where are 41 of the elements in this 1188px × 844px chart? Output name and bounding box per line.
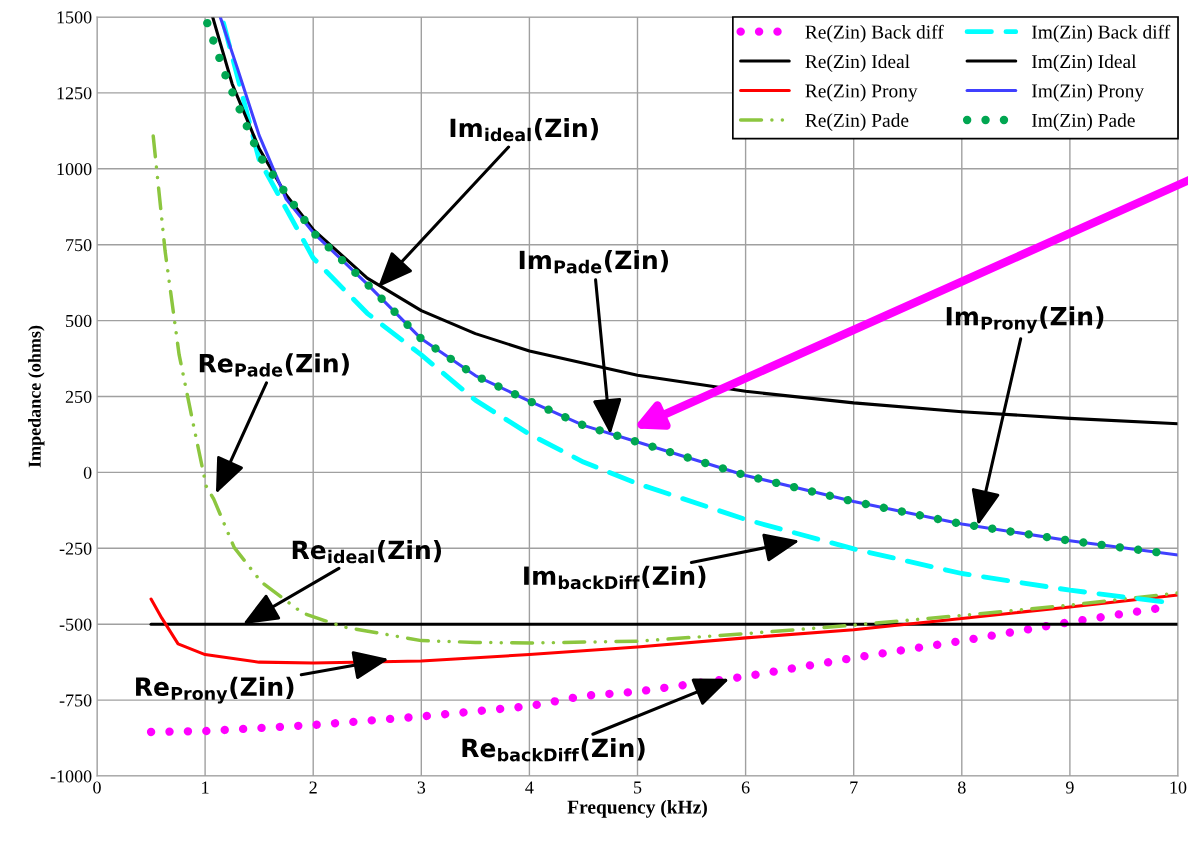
x-tick-label: 3 xyxy=(417,781,426,794)
legend-label: Re(Zin) Ideal xyxy=(805,54,910,73)
x-tick-label: 8 xyxy=(957,781,966,794)
y-axis-title: Impedance (ohms) xyxy=(28,325,45,468)
x-tick-label: 10 xyxy=(1170,781,1187,794)
annotation: Re$_{ideal}$(Zin) xyxy=(292,539,442,564)
x-axis-title: Frequency (kHz) xyxy=(567,800,707,818)
annotation: Re$_{backDiff}$(Zin) xyxy=(462,738,645,762)
annotation: Re$_{Prony}$(Zin) xyxy=(136,676,294,704)
x-tick-label: 7 xyxy=(850,781,858,794)
y-tick-label: 1250 xyxy=(57,87,92,100)
legend-label: Im(Zin) Pade xyxy=(1031,113,1135,131)
y-tick-label: 250 xyxy=(65,390,92,403)
x-tick-label: 6 xyxy=(741,781,750,794)
line-series xyxy=(149,593,1178,665)
legend-label: Re(Zin) Prony xyxy=(805,83,918,102)
legend-label: Im(Zin) Prony xyxy=(1031,83,1145,102)
x-tick-label: 5 xyxy=(634,781,642,794)
x-tick-label: 0 xyxy=(93,781,101,794)
annotation: Re$_{Pade}$(Zin) xyxy=(199,353,349,377)
x-tick-label: 9 xyxy=(1065,781,1074,794)
x-tick-label: 1 xyxy=(202,781,209,794)
legend-label: Re(Zin) Pade xyxy=(805,113,909,131)
y-tick-label: 0 xyxy=(83,466,92,479)
annotation: Im$_{Pade}$(Zin) xyxy=(519,250,669,274)
annotation: Im$_{ideal}$(Zin) xyxy=(450,117,598,142)
y-tick-label: -1000 xyxy=(50,770,92,783)
annotation: Im$_{backDiff}$(Zin) xyxy=(524,565,706,590)
y-tick-label: 1000 xyxy=(57,163,92,176)
y-tick-label: 500 xyxy=(66,314,92,328)
legend-label: Im(Zin) Ideal xyxy=(1031,54,1137,73)
y-tick-label: -500 xyxy=(59,618,92,631)
annotation: Im$_{Prony}$(Zin) xyxy=(946,306,1104,334)
legend-label: Re(Zin) Back diff xyxy=(805,24,944,43)
y-tick-label: -250 xyxy=(59,542,92,555)
x-tick-label: 4 xyxy=(525,781,534,794)
x-tick-label: 2 xyxy=(309,781,317,794)
y-tick-label: 750 xyxy=(66,238,92,252)
y-tick-label: 1500 xyxy=(57,11,92,24)
y-tick-label: -750 xyxy=(59,694,92,707)
legend-label: Im(Zin) Back diff xyxy=(1031,24,1171,43)
